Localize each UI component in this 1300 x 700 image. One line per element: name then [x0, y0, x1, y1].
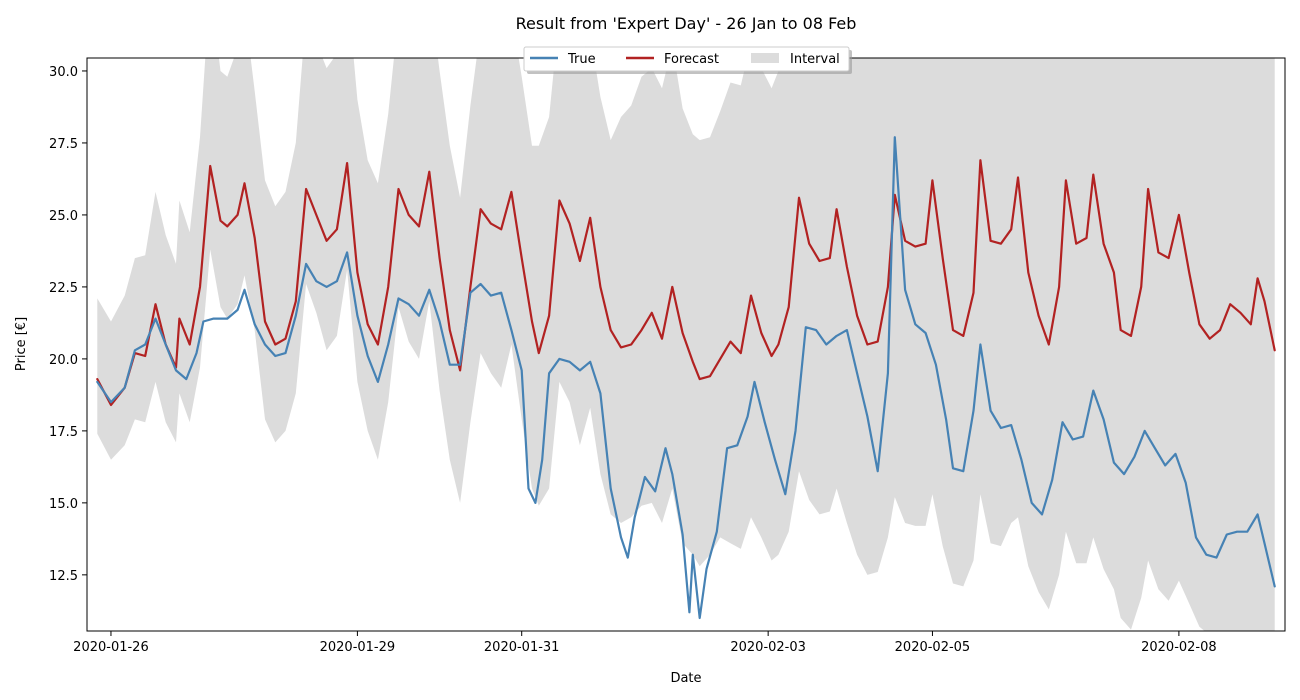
y-tick-label: 15.0 [49, 497, 78, 512]
legend-label-interval: Interval [790, 52, 840, 67]
series-line-forecast [96, 159, 1276, 407]
y-tick-label: 20.0 [49, 353, 78, 368]
y-tick-label: 27.5 [49, 137, 78, 152]
y-tick-label: 12.5 [49, 569, 78, 584]
x-tick-label: 2020-02-05 [895, 640, 971, 655]
legend-label-forecast: Forecast [664, 52, 719, 67]
chart-title: Result from 'Expert Day' - 26 Jan to 08 … [516, 14, 857, 33]
x-tick-label: 2020-01-29 [320, 640, 396, 655]
y-tick-label: 17.5 [49, 425, 78, 440]
legend-swatch-interval [751, 53, 779, 63]
x-axis: 2020-01-26 2020-01-29 2020-01-31 2020-02-03… [73, 631, 1217, 655]
y-tick-label: 30.0 [49, 65, 78, 80]
x-tick-label: 2020-02-08 [1141, 640, 1217, 655]
y-tick-label: 25.0 [49, 209, 78, 224]
series-line-true [96, 136, 1276, 620]
x-tick-label: 2020-02-03 [730, 640, 806, 655]
y-axis: 12.5 15.0 17.5 20.0 22.5 25.0 27.5 30.0 [49, 65, 87, 584]
legend: True Forecast Interval [523, 46, 852, 74]
x-axis-label: Date [670, 671, 701, 686]
x-tick-label: 2020-01-26 [73, 640, 149, 655]
legend-label-true: True [567, 52, 596, 67]
y-tick-label: 22.5 [49, 281, 78, 296]
y-axis-label: Price [€] [14, 317, 29, 371]
x-tick-label: 2020-01-31 [484, 640, 560, 655]
